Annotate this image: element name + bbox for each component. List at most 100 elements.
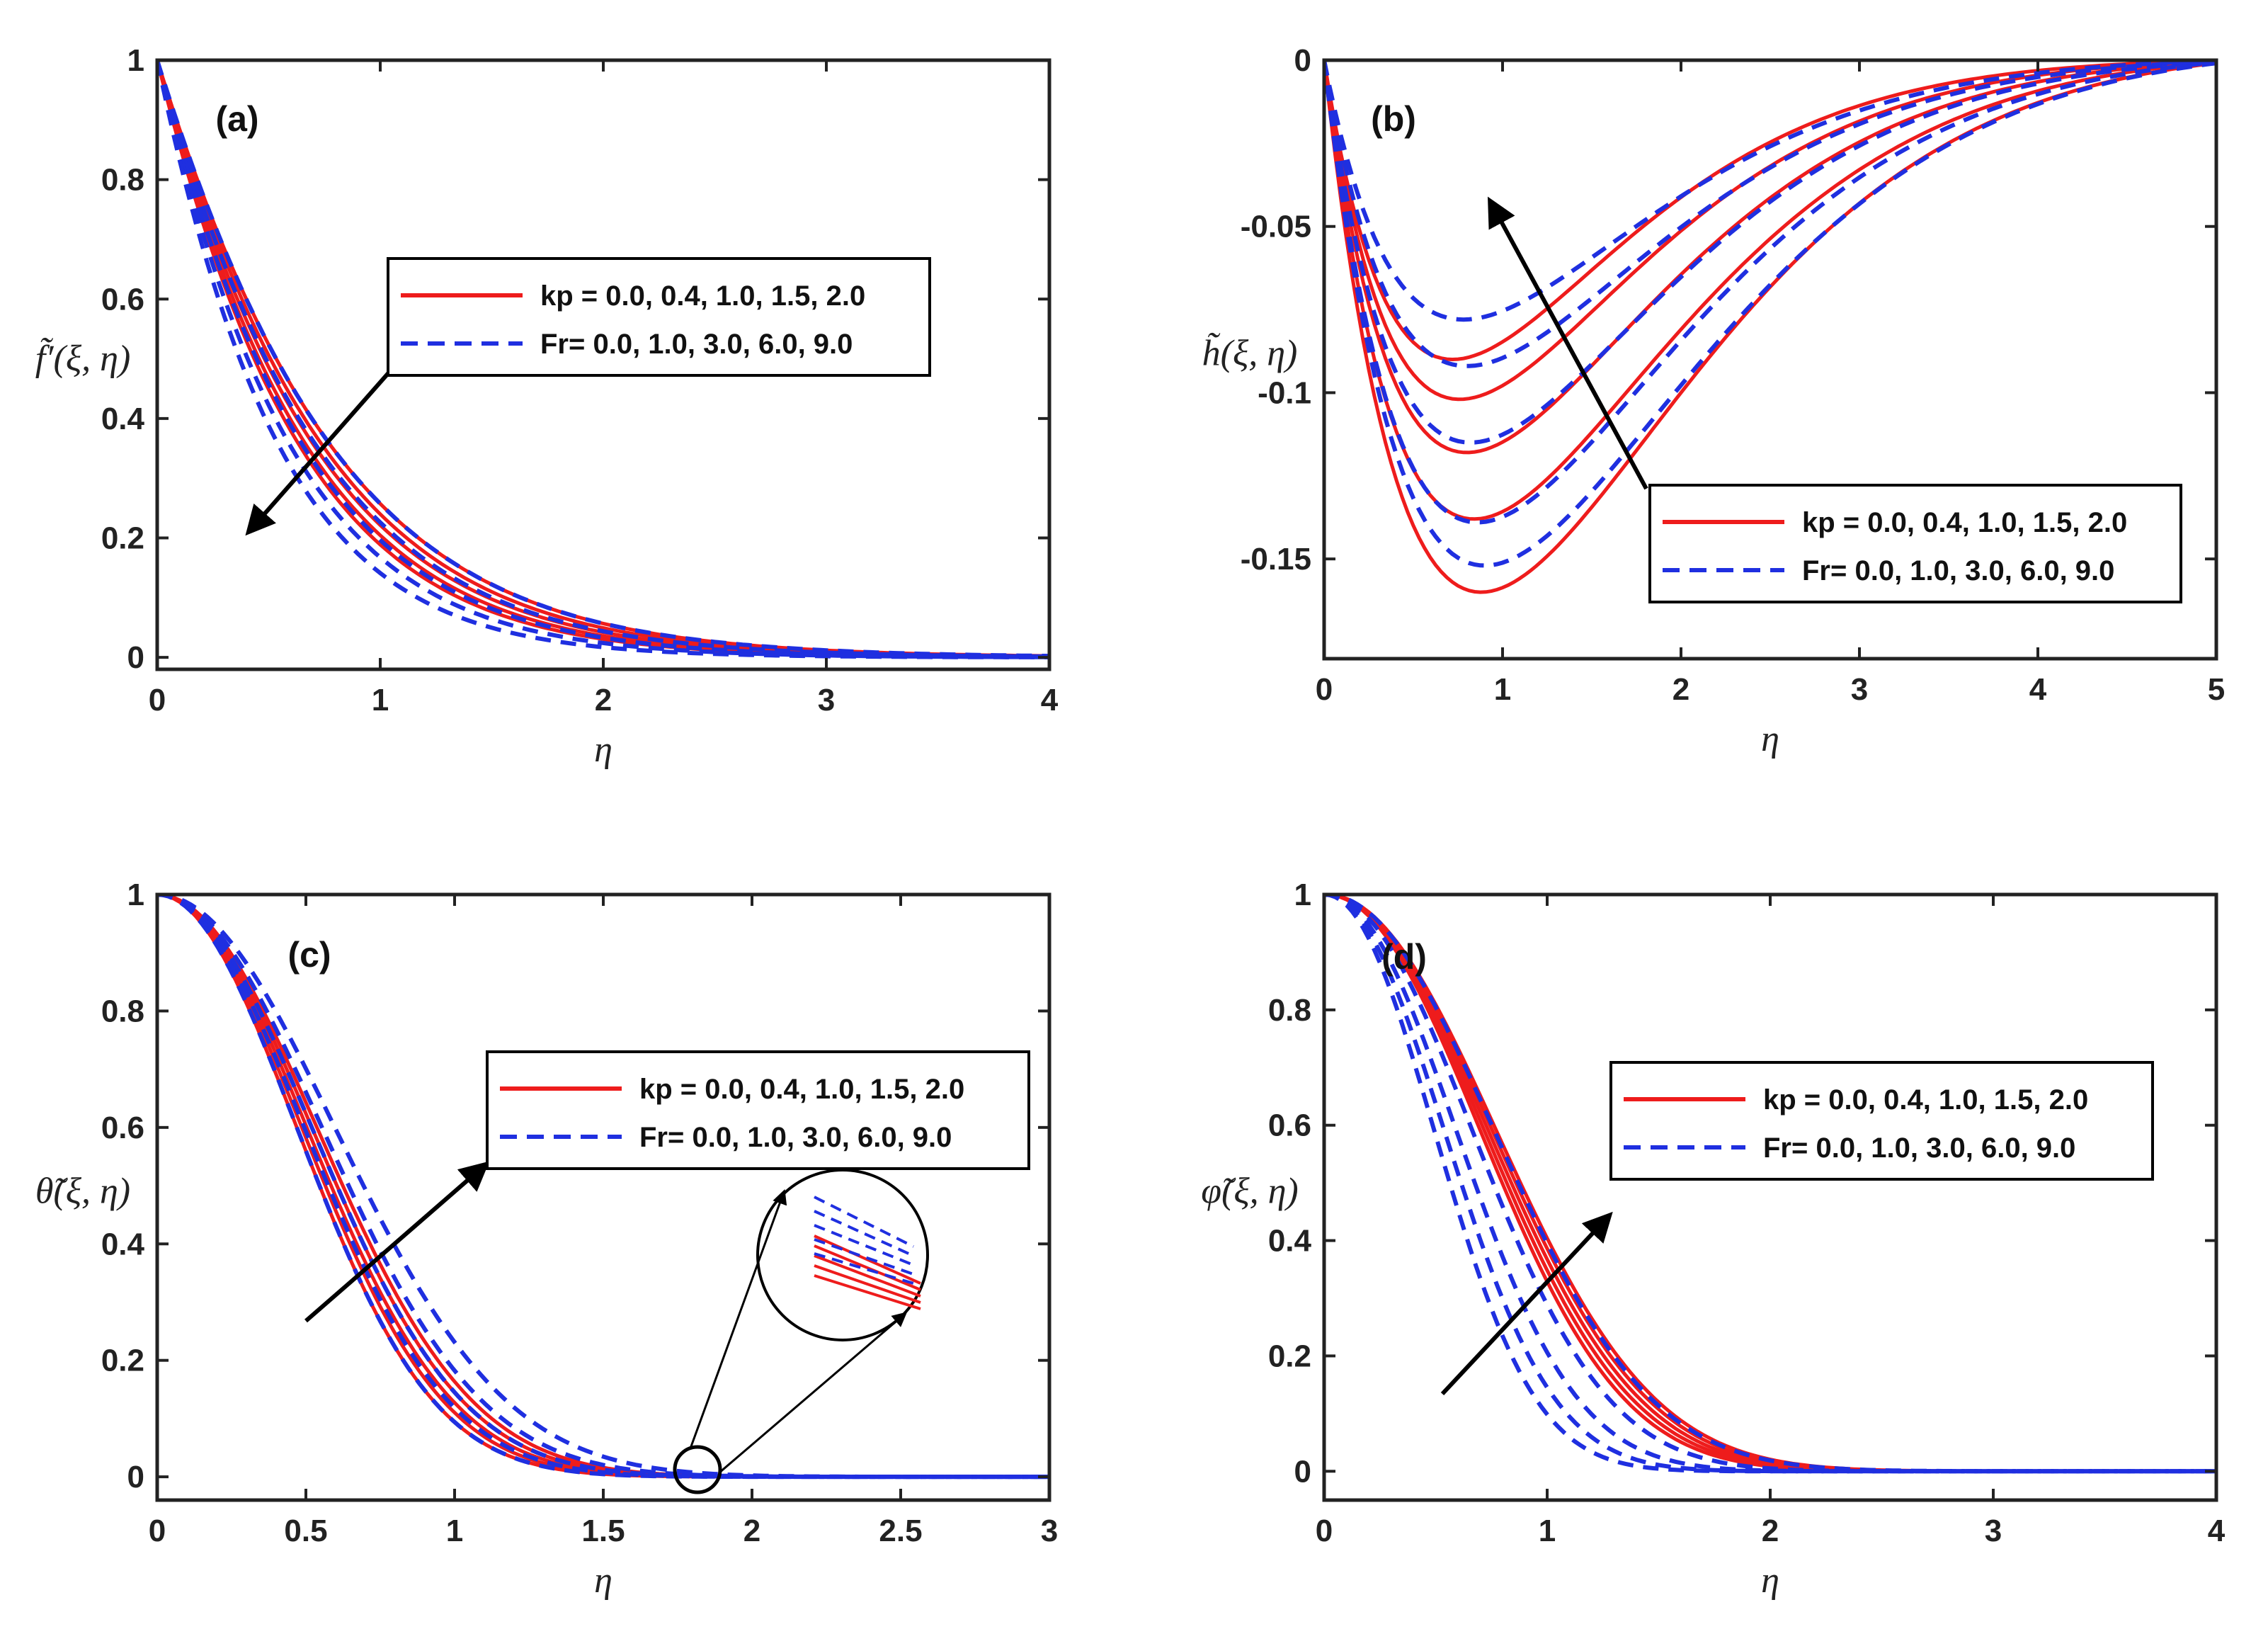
panel-label: (b) xyxy=(1371,99,1416,139)
panel-label: (d) xyxy=(1381,937,1427,977)
series-line-Fr-5 xyxy=(157,60,1049,659)
series-line-Fr-3 xyxy=(157,895,1049,1480)
chart-panel-4: 0 1 2 3 4 0 0.2 0.4 0.6 0.8 1 η φ̃(ξ, η) (d) kp = 0.0,… xyxy=(1201,878,2225,1601)
x-axis-label: η xyxy=(594,730,612,770)
series-line-Fr-5 xyxy=(157,895,1049,1480)
series-line-Fr-2 xyxy=(1324,60,2216,525)
y-tick-label: 0.6 xyxy=(101,282,144,317)
series-line-kp-2 xyxy=(157,895,1049,1479)
series-line-Fr-2 xyxy=(157,895,1049,1480)
x-tick-label: 0 xyxy=(1316,1514,1333,1548)
legend-box xyxy=(1609,1061,2154,1181)
x-tick-label: 0.5 xyxy=(284,1514,327,1548)
y-tick-label: 0 xyxy=(1294,43,1311,78)
panel-label: (a) xyxy=(215,99,258,139)
series-line-Fr-1 xyxy=(157,895,1049,1480)
legend-box xyxy=(1648,484,2182,603)
x-tick-label: 2 xyxy=(1762,1514,1779,1548)
chart-panel-2: 0 1 2 3 4 5 -0.15 -0.1 -0.05 0 η h̃(ξ, η) (b) kp = 0.… xyxy=(1202,43,2226,759)
trend-arrow xyxy=(1487,196,1648,490)
y-axis-label: θ̃(ξ, η) xyxy=(35,1171,130,1212)
series-line-kp-5 xyxy=(1324,60,2216,362)
series-line-Fr-4 xyxy=(157,60,1049,659)
y-tick-label: 0.8 xyxy=(101,163,144,198)
x-tick-label: 0 xyxy=(1316,672,1333,707)
y-tick-label: 0.6 xyxy=(1268,1108,1311,1143)
series-line-Fr-3 xyxy=(1324,895,2216,1474)
plot-frame xyxy=(155,892,1052,1502)
y-tick-label: -0.15 xyxy=(1241,542,1311,577)
x-tick-label: 5 xyxy=(2208,672,2225,707)
series-line-kp-2 xyxy=(1324,60,2216,521)
zoom-arrow-1 xyxy=(689,1189,787,1449)
y-axis-label: f̃′(ξ, η) xyxy=(35,337,131,379)
series-group xyxy=(1324,895,2216,1474)
x-tick-label: 3 xyxy=(1041,1514,1058,1548)
x-tick-label: 1 xyxy=(1539,1514,1556,1548)
legend-label-fr: Fr= 0.0, 1.0, 3.0, 6.0, 9.0 xyxy=(639,1122,952,1153)
y-tick-label: 0.4 xyxy=(101,1227,145,1261)
zoom-line-fr xyxy=(814,1196,914,1248)
series-line-kp-4 xyxy=(1324,895,2216,1473)
x-tick-label: 3 xyxy=(1985,1514,2002,1548)
x-axis-label: η xyxy=(1761,719,1779,759)
trend-arrow xyxy=(304,1161,490,1323)
y-tick-label: 1 xyxy=(127,878,144,912)
zoom-line-kp xyxy=(814,1234,921,1285)
series-line-Fr-1 xyxy=(157,60,1049,659)
x-tick-label: 1 xyxy=(1494,672,1511,707)
y-tick-label: 0.2 xyxy=(1268,1339,1311,1373)
x-tick-label: 0 xyxy=(149,683,166,717)
y-tick-label: 0 xyxy=(127,640,144,675)
series-line-kp-5 xyxy=(157,895,1049,1479)
series-line-kp-3 xyxy=(1324,895,2216,1473)
y-axis-label: φ̃(ξ, η) xyxy=(1201,1171,1298,1212)
series-line-kp-2 xyxy=(1324,895,2216,1473)
x-tick-label: 4 xyxy=(2208,1514,2226,1548)
y-tick-label: 0.8 xyxy=(101,994,144,1028)
series-line-kp-3 xyxy=(157,895,1049,1479)
y-axis-label: h̃(ξ, η) xyxy=(1202,332,1298,373)
x-tick-label: 3 xyxy=(818,683,835,717)
series-group xyxy=(1324,60,2216,594)
x-tick-label: 4 xyxy=(1041,683,1059,717)
y-tick-label: -0.05 xyxy=(1241,210,1311,244)
x-tick-label: 2 xyxy=(595,683,612,717)
y-tick-label: 0.2 xyxy=(101,521,144,556)
x-tick-label: 1.5 xyxy=(581,1514,625,1548)
series-line-kp-4 xyxy=(1324,60,2216,402)
y-tick-label: -0.1 xyxy=(1258,375,1311,410)
legend-box xyxy=(387,257,931,377)
series-group xyxy=(157,60,1049,659)
y-tick-label: 0 xyxy=(127,1460,144,1494)
y-tick-label: 1 xyxy=(127,43,144,78)
legend-label-kp: kp = 0.0, 0.4, 1.0, 1.5, 2.0 xyxy=(1802,507,2127,538)
x-tick-label: 0 xyxy=(149,1514,166,1548)
x-axis-label: η xyxy=(594,1560,612,1601)
y-tick-label: 1 xyxy=(1294,878,1311,912)
x-tick-label: 1 xyxy=(446,1514,463,1548)
x-tick-label: 1 xyxy=(372,683,389,717)
legend-label-kp: kp = 0.0, 0.4, 1.0, 1.5, 2.0 xyxy=(639,1074,964,1105)
series-line-kp-1 xyxy=(157,895,1049,1479)
y-tick-label: 0.4 xyxy=(1268,1224,1312,1259)
legend-box xyxy=(486,1050,1030,1170)
plot-frame xyxy=(1322,892,2218,1502)
series-line-Fr-2 xyxy=(157,60,1049,659)
y-tick-label: 0.8 xyxy=(1268,993,1311,1028)
zoom-arrow-2 xyxy=(718,1312,908,1475)
x-tick-label: 2 xyxy=(743,1514,760,1548)
plot-frame xyxy=(1322,58,2218,661)
zoom-line-kp xyxy=(814,1254,921,1298)
panel-label: (c) xyxy=(287,935,331,975)
series-line-kp-5 xyxy=(1324,895,2216,1473)
series-line-kp-4 xyxy=(157,895,1049,1479)
legend-label-fr: Fr= 0.0, 1.0, 3.0, 6.0, 9.0 xyxy=(1802,555,2114,586)
x-tick-label: 4 xyxy=(2029,672,2047,707)
y-tick-label: 0 xyxy=(1294,1454,1311,1489)
x-axis-label: η xyxy=(1761,1560,1779,1601)
trend-arrow xyxy=(245,370,392,536)
zoom-line-kp xyxy=(814,1244,921,1291)
series-line-kp-3 xyxy=(1324,60,2216,455)
